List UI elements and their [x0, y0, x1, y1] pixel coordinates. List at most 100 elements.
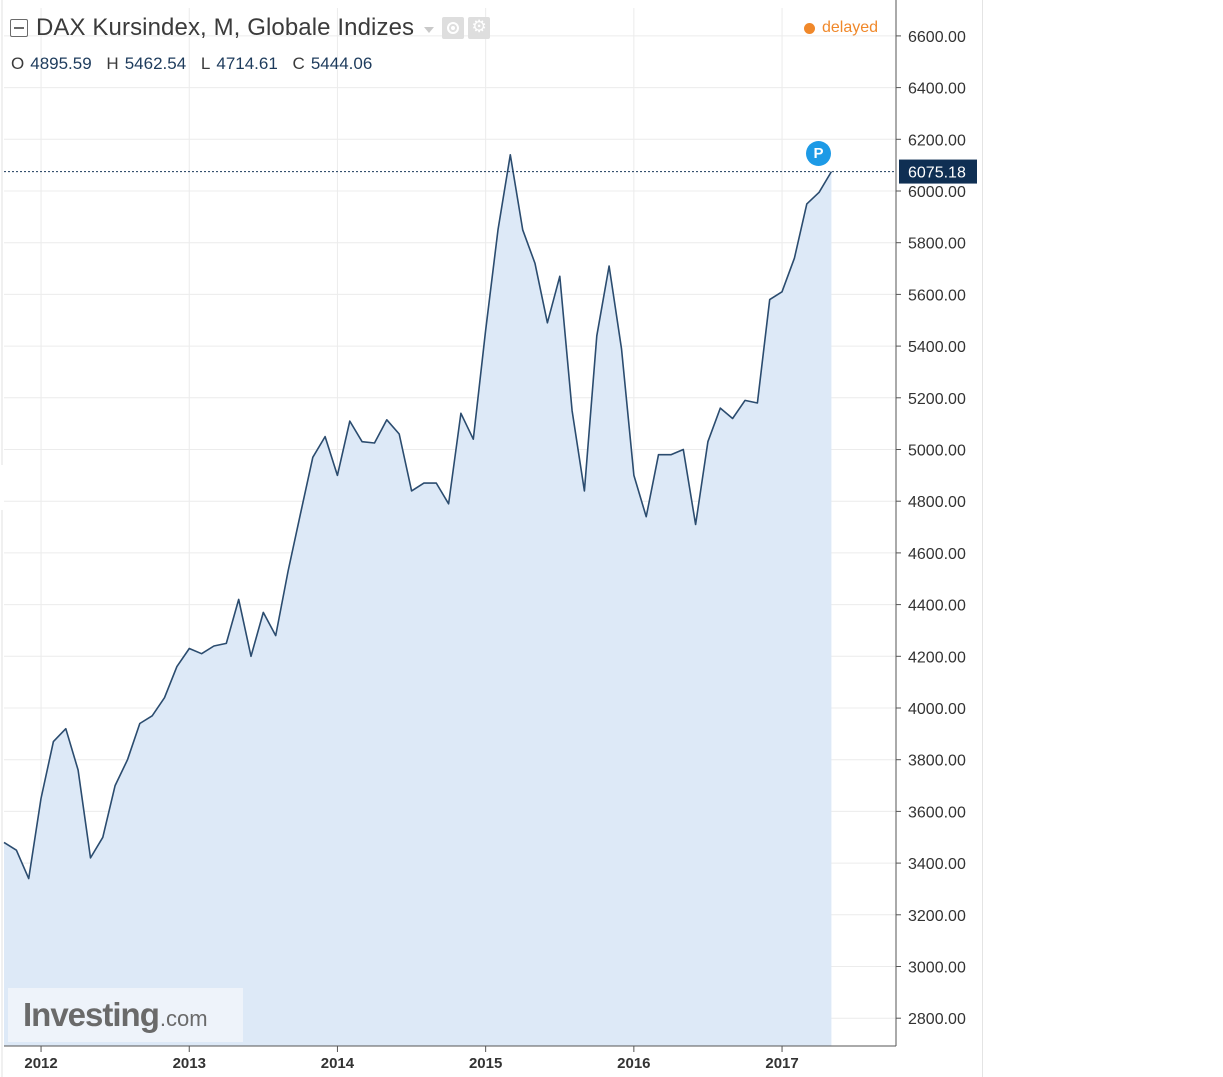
data-point — [522, 229, 524, 231]
data-point — [213, 645, 215, 647]
collapse-icon[interactable] — [10, 19, 28, 37]
gear-icon[interactable] — [468, 16, 491, 39]
y-tick-label: 6600.00 — [908, 29, 966, 46]
y-tick-label: 6200.00 — [908, 132, 966, 149]
data-point — [497, 229, 499, 231]
y-tick-label: 2800.00 — [908, 1011, 966, 1028]
y-tick-label: 3800.00 — [908, 753, 966, 770]
chart-title: DAX Kursindex, M, Globale Indizes — [36, 14, 415, 41]
delayed-badge: delayed — [804, 19, 878, 37]
ohlc-high-key: H — [106, 54, 119, 73]
price-chart[interactable]: 2800.00 3000.00 3200.00 3400.00 3600.00 3800.… — [0, 0, 982, 1077]
y-tick-label: 6000.00 — [908, 184, 966, 201]
ohlc-high-value: 5462.54 — [124, 54, 187, 73]
data-point — [546, 322, 548, 324]
data-point — [806, 203, 808, 205]
data-point — [695, 524, 697, 526]
data-point — [287, 570, 289, 572]
data-point — [139, 723, 141, 725]
series-area — [4, 154, 832, 1047]
data-point — [386, 419, 388, 421]
data-point — [448, 503, 450, 505]
data-point — [571, 410, 573, 412]
chart-header: DAX Kursindex, M, Globale Indizes — [10, 14, 491, 42]
data-point — [596, 335, 598, 337]
data-point — [15, 849, 17, 851]
data-point — [398, 433, 400, 435]
ohlc-low-key: L — [200, 54, 211, 73]
delayed-label: delayed — [822, 19, 879, 36]
y-tick-label: 5000.00 — [908, 443, 966, 460]
data-point — [102, 836, 104, 838]
y-tick-label: 4600.00 — [908, 546, 966, 563]
data-point — [52, 741, 54, 743]
data-point — [472, 438, 474, 440]
ohlc-close-value: 5444.06 — [310, 54, 373, 73]
data-point — [559, 275, 561, 277]
last-price-badge — [899, 159, 977, 184]
status-dot-icon — [804, 22, 815, 34]
data-point — [299, 513, 301, 515]
x-tick-label: 2016 — [617, 1055, 650, 1072]
data-point — [3, 841, 5, 843]
p-marker[interactable]: P — [806, 141, 831, 166]
data-point — [90, 857, 92, 859]
data-point — [312, 456, 314, 458]
data-point — [633, 474, 635, 476]
data-point — [608, 265, 610, 267]
data-point — [188, 648, 190, 650]
data-point — [719, 407, 721, 409]
ohlc-open-value: 4895.59 — [30, 54, 92, 73]
ohlc-readout: O 4895.59 H 5462.54 L 4714.61 C 5444.06 — [11, 54, 382, 74]
y-tick-label: 4400.00 — [908, 598, 966, 615]
data-point — [262, 611, 264, 613]
y-tick-label: 3600.00 — [908, 804, 966, 821]
eye-icon[interactable] — [442, 17, 465, 39]
ohlc-close-key: C — [292, 54, 305, 73]
data-point — [460, 412, 462, 414]
chevron-down-icon[interactable] — [424, 27, 435, 33]
data-point — [349, 420, 351, 422]
y-tick-label: 4200.00 — [908, 649, 966, 666]
x-tick-label: 2012 — [24, 1055, 57, 1072]
data-point — [423, 482, 425, 484]
logo-suffix: .com — [159, 1006, 208, 1031]
data-point — [485, 330, 487, 332]
data-point — [176, 666, 178, 668]
last-price-label: 6075.18 — [908, 165, 966, 182]
x-tick-label: 2017 — [765, 1055, 798, 1072]
data-point — [621, 348, 623, 350]
data-point — [275, 635, 277, 637]
data-point — [707, 441, 709, 443]
x-tick-label: 2013 — [173, 1055, 206, 1072]
data-point — [670, 454, 672, 456]
data-point — [127, 759, 129, 761]
data-point — [201, 653, 203, 655]
y-tick-label: 3400.00 — [908, 856, 966, 873]
data-point — [238, 598, 240, 600]
data-point — [769, 299, 771, 301]
investing-logo: Investing .com — [8, 988, 243, 1042]
data-point — [374, 442, 376, 444]
y-tick-label: 5400.00 — [908, 339, 966, 356]
y-tick-label: 4800.00 — [908, 494, 966, 511]
data-point — [225, 642, 227, 644]
data-point — [756, 402, 758, 404]
data-point — [818, 191, 820, 193]
y-tick-label: 4000.00 — [908, 701, 966, 718]
data-point — [781, 291, 783, 293]
data-point — [336, 474, 338, 476]
data-point — [793, 257, 795, 259]
data-point — [40, 798, 42, 800]
data-point — [583, 490, 585, 492]
data-point — [361, 441, 363, 443]
data-point — [645, 516, 647, 518]
data-point — [435, 482, 437, 484]
y-tick-label: 5800.00 — [908, 236, 966, 253]
data-point — [534, 262, 536, 264]
data-point — [151, 715, 153, 717]
logo-name: Investing — [23, 996, 160, 1033]
data-point — [164, 697, 166, 699]
data-point — [744, 399, 746, 401]
x-tick-label: 2014 — [321, 1055, 355, 1072]
